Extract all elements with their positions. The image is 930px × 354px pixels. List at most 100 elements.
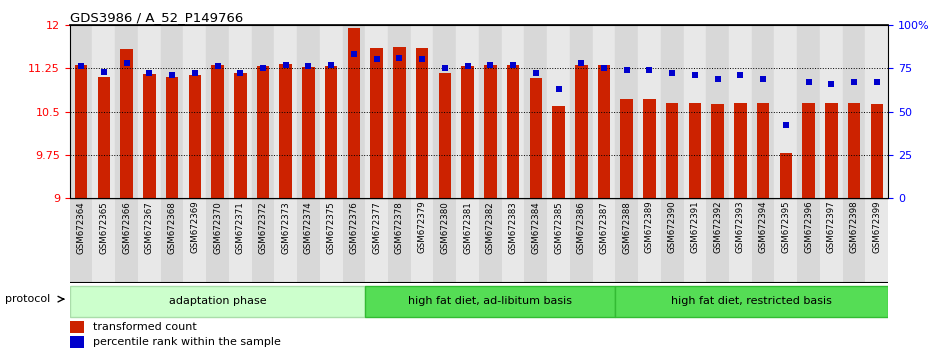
Bar: [843, 25, 866, 198]
Bar: [484, 65, 497, 198]
Point: [574, 60, 589, 66]
Point: [642, 67, 657, 73]
Point: [483, 62, 498, 68]
Bar: [138, 198, 161, 283]
Bar: [274, 25, 297, 198]
Point: [165, 72, 179, 78]
Bar: [143, 74, 155, 198]
Bar: [479, 25, 501, 198]
Text: GSM672398: GSM672398: [849, 201, 858, 253]
Text: GSM672375: GSM672375: [326, 201, 336, 253]
Text: GSM672365: GSM672365: [100, 201, 109, 253]
Bar: [183, 198, 206, 283]
Bar: [70, 286, 365, 317]
Bar: [661, 25, 684, 198]
Text: GSM672386: GSM672386: [577, 201, 586, 253]
Bar: [365, 198, 388, 283]
Bar: [552, 106, 565, 198]
Point: [528, 70, 543, 76]
Point: [369, 57, 384, 62]
Bar: [457, 25, 479, 198]
Bar: [592, 25, 616, 198]
Text: GSM672364: GSM672364: [76, 201, 86, 253]
Bar: [729, 25, 751, 198]
Text: GSM672368: GSM672368: [167, 201, 177, 253]
Point: [301, 64, 316, 69]
Text: GSM672367: GSM672367: [145, 201, 153, 253]
Bar: [479, 198, 501, 283]
Bar: [342, 198, 365, 283]
Bar: [751, 198, 775, 283]
Point: [687, 72, 702, 78]
Bar: [70, 336, 85, 348]
Bar: [547, 25, 570, 198]
Bar: [98, 77, 110, 198]
Bar: [711, 104, 724, 198]
Bar: [115, 198, 138, 283]
Text: GSM672397: GSM672397: [827, 201, 836, 253]
Point: [596, 65, 611, 71]
Bar: [342, 25, 365, 198]
Text: GSM672399: GSM672399: [872, 201, 882, 253]
Bar: [348, 28, 360, 198]
Bar: [370, 48, 383, 198]
Point: [733, 72, 748, 78]
Text: high fat diet, restricted basis: high fat diet, restricted basis: [671, 296, 832, 306]
Bar: [297, 25, 320, 198]
Bar: [507, 65, 519, 198]
Bar: [433, 198, 457, 283]
Point: [551, 86, 566, 92]
Bar: [120, 49, 133, 198]
Text: GSM672387: GSM672387: [600, 201, 608, 253]
Text: GSM672378: GSM672378: [395, 201, 404, 253]
Point: [711, 76, 725, 81]
Bar: [616, 25, 638, 198]
Text: GSM672376: GSM672376: [350, 201, 358, 253]
Point: [460, 64, 475, 69]
Bar: [797, 198, 820, 283]
Bar: [620, 99, 633, 198]
Point: [187, 70, 202, 76]
Bar: [570, 25, 592, 198]
Bar: [644, 99, 656, 198]
Bar: [302, 67, 314, 198]
Bar: [70, 198, 92, 283]
Bar: [211, 65, 224, 198]
Text: GSM672394: GSM672394: [759, 201, 767, 253]
Bar: [365, 286, 616, 317]
Text: GSM672377: GSM672377: [372, 201, 381, 253]
Bar: [666, 103, 678, 198]
Text: GSM672374: GSM672374: [304, 201, 313, 253]
Text: GSM672381: GSM672381: [463, 201, 472, 253]
Point: [392, 55, 406, 61]
Text: GSM672389: GSM672389: [644, 201, 654, 253]
Bar: [684, 198, 706, 283]
Point: [232, 70, 247, 76]
Bar: [388, 198, 411, 283]
Bar: [751, 25, 775, 198]
Bar: [166, 77, 179, 198]
Text: GSM672393: GSM672393: [736, 201, 745, 253]
Bar: [234, 73, 246, 198]
Bar: [525, 25, 547, 198]
Bar: [870, 104, 883, 198]
Point: [97, 69, 112, 74]
Text: GSM672382: GSM672382: [485, 201, 495, 253]
Point: [347, 51, 362, 57]
Point: [801, 79, 816, 85]
Point: [437, 65, 452, 71]
Point: [119, 60, 134, 66]
Bar: [388, 25, 411, 198]
Bar: [229, 25, 252, 198]
Bar: [297, 198, 320, 283]
Text: high fat diet, ad-libitum basis: high fat diet, ad-libitum basis: [408, 296, 572, 306]
Bar: [206, 25, 229, 198]
Bar: [161, 25, 183, 198]
Text: GDS3986 / A_52_P149766: GDS3986 / A_52_P149766: [70, 11, 243, 24]
Bar: [501, 25, 525, 198]
Bar: [706, 198, 729, 283]
Bar: [638, 25, 661, 198]
Text: GSM672383: GSM672383: [509, 201, 518, 253]
Bar: [439, 73, 451, 198]
Text: transformed count: transformed count: [93, 322, 196, 332]
